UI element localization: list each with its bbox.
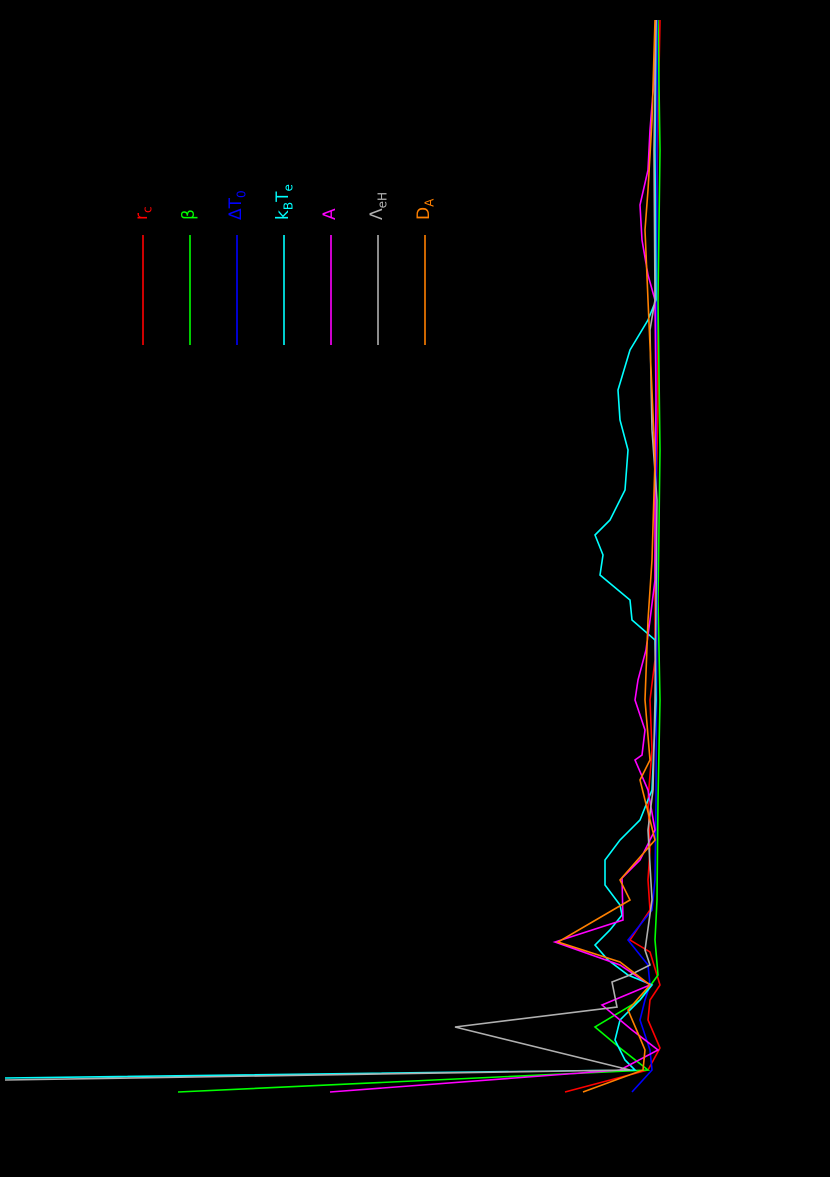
series-line-delta-t0 — [626, 20, 658, 1093]
legend-label-delta-t0: ΔT0 — [226, 190, 249, 220]
plot-area — [4, 19, 661, 1093]
series-line-d-a — [556, 19, 656, 1093]
legend-label-a: A — [320, 208, 340, 220]
legend-label-kbte: kBTe — [273, 184, 296, 220]
legend — [142, 235, 426, 345]
series-line-beta — [177, 19, 661, 1093]
legend-label-r-c: rc — [132, 206, 155, 220]
series-line-lambda-eh — [4, 19, 658, 1081]
series-line-r-c — [564, 19, 661, 1093]
legend-label-d-a: DA — [414, 198, 437, 220]
legend-label-lambda-eh: ΛeH — [367, 191, 390, 220]
series-line-kbte — [4, 19, 657, 1079]
legend-label-beta: β — [179, 209, 199, 220]
